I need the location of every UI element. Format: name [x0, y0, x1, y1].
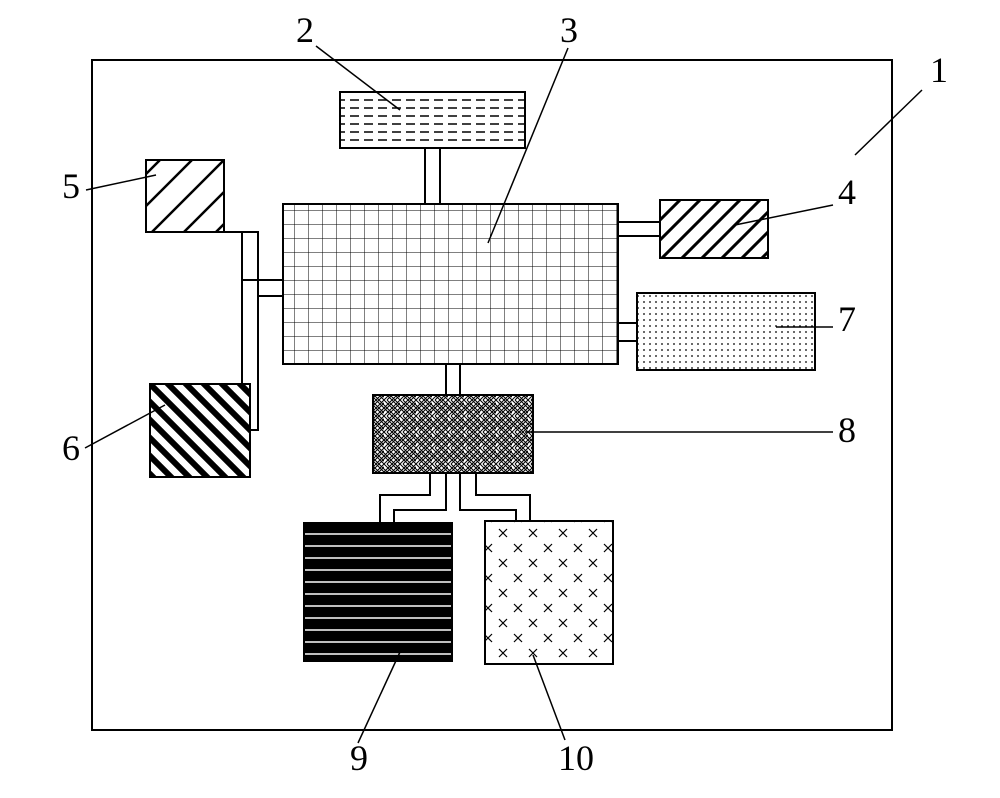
- block-8: [373, 395, 533, 473]
- label-2: 2: [296, 10, 314, 50]
- connector-b5-b3: [205, 232, 283, 296]
- connector-b3-b7: [618, 323, 637, 341]
- block-6: [150, 384, 250, 477]
- label-3: 3: [560, 10, 578, 50]
- block-4: [660, 200, 768, 258]
- label-9: 9: [350, 738, 368, 778]
- block-3: [283, 204, 618, 364]
- label-10: 10: [558, 738, 594, 778]
- label-4: 4: [838, 172, 856, 212]
- label-5: 5: [62, 166, 80, 206]
- connector-b3-b8: [446, 364, 460, 395]
- connector-b3-b4: [618, 222, 660, 236]
- label-8: 8: [838, 410, 856, 450]
- block-7: [637, 293, 815, 370]
- block-2: [340, 92, 525, 148]
- leader-1: [855, 90, 922, 155]
- label-1: 1: [930, 50, 948, 90]
- block-9: [304, 523, 452, 661]
- diagram-canvas: 1 2 3 4 5 6 7 8 9 10: [0, 0, 1000, 798]
- block-5: [146, 160, 224, 232]
- leader-10: [533, 655, 565, 740]
- block-10: [485, 521, 613, 664]
- label-6: 6: [62, 428, 80, 468]
- connector-b8-b9: [380, 473, 446, 523]
- connector-b8-b10: [460, 473, 530, 521]
- label-7: 7: [838, 299, 856, 339]
- connector-b2-b3: [425, 148, 440, 204]
